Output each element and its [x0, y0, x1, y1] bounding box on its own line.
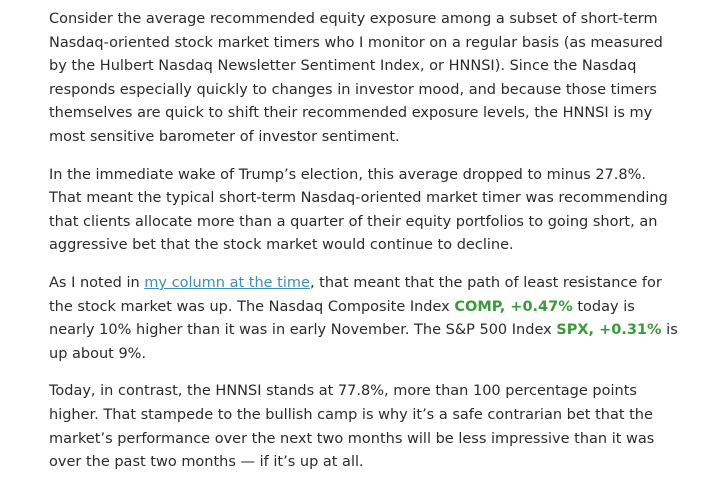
article-body: Consider the average recommended equity … [49, 11, 679, 471]
paragraph-1: Consider the average recommended equity … [49, 11, 663, 145]
paragraph-3-text-c: today is nearly 10% higher than it was i… [49, 298, 635, 339]
paragraph-2: In the immediate wake of Trump’s electio… [49, 166, 668, 254]
paragraph-3: As I noted in my column at the time, tha… [49, 272, 679, 366]
column-link[interactable]: my column at the time [144, 274, 310, 291]
paragraph-3-text-d: is up about 9%. [49, 322, 678, 362]
paragraph-4: Today, in contrast, the HNNSI stands at … [49, 383, 655, 471]
paragraph-3-text-a: As I noted in [49, 274, 145, 291]
ticker-comp[interactable]: COMP, +0.47% [454, 298, 573, 315]
ticker-spx[interactable]: SPX, +0.31% [556, 322, 662, 339]
paragraph-3-text-b: , that meant that the path of least resi… [49, 274, 662, 315]
